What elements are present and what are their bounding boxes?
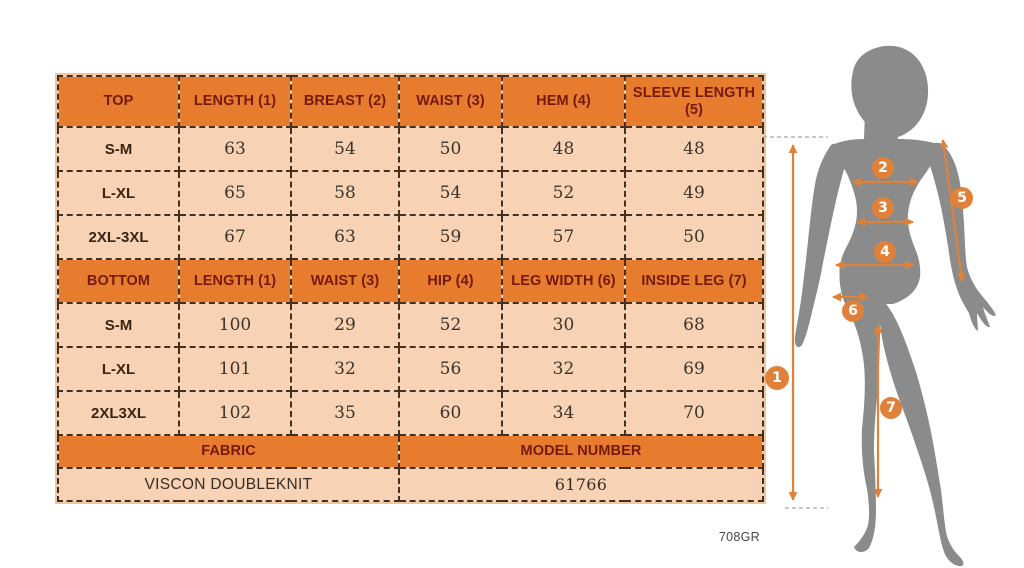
header-length-1: LENGTH (1) xyxy=(178,258,292,304)
table-row: L-XL 65 58 54 52 49 xyxy=(57,170,764,216)
value-cell: 32 xyxy=(501,346,626,392)
footer-header-row: FABRIC MODEL NUMBER xyxy=(57,434,764,469)
bottom-header-row: BOTTOM LENGTH (1) WAIST (3) HIP (4) LEG … xyxy=(57,258,764,304)
value-cell: 100 xyxy=(178,302,292,348)
value-cell: 63 xyxy=(290,214,400,260)
marker-circle xyxy=(872,157,894,179)
marker-5: 5 xyxy=(951,187,973,209)
size-cell: L-XL xyxy=(57,346,180,392)
marker-label: 2 xyxy=(878,160,888,176)
size-cell: S-M xyxy=(57,126,180,172)
value-cell: 29 xyxy=(290,302,400,348)
value-cell: 54 xyxy=(290,126,400,172)
size-cell: S-M xyxy=(57,302,180,348)
value-cell: 60 xyxy=(398,390,503,436)
marker-circle xyxy=(874,241,896,263)
table-row: L-XL 101 32 56 32 69 xyxy=(57,346,764,392)
value-cell: 68 xyxy=(624,302,764,348)
size-cell: 2XL-3XL xyxy=(57,214,180,260)
table-row: 2XL3XL 102 35 60 34 70 xyxy=(57,390,764,436)
value-cell: 57 xyxy=(501,214,626,260)
header-leg-width-6: LEG WIDTH (6) xyxy=(501,258,626,304)
style-code: 708GR xyxy=(718,530,760,544)
header-model-number: MODEL NUMBER xyxy=(398,434,764,469)
header-waist-3: WAIST (3) xyxy=(290,258,400,304)
marker-label: 5 xyxy=(957,190,967,206)
header-sleeve-length-5: SLEEVE LENGTH (5) xyxy=(624,75,764,128)
size-cell: 2XL3XL xyxy=(57,390,180,436)
value-cell: 30 xyxy=(501,302,626,348)
value-cell: 65 xyxy=(178,170,292,216)
marker-circle xyxy=(842,300,864,322)
size-chart-table: TOP LENGTH (1) BREAST (2) WAIST (3) HEM … xyxy=(57,75,764,502)
marker-7: 7 xyxy=(880,397,902,419)
header-hip-4: HIP (4) xyxy=(398,258,503,304)
value-cell: 59 xyxy=(398,214,503,260)
model-number-value: 61766 xyxy=(398,467,764,502)
value-cell: 52 xyxy=(501,170,626,216)
value-cell: 70 xyxy=(624,390,764,436)
value-cell: 69 xyxy=(624,346,764,392)
top-header-row: TOP LENGTH (1) BREAST (2) WAIST (3) HEM … xyxy=(57,75,764,128)
value-cell: 50 xyxy=(624,214,764,260)
marker-6: 6 xyxy=(842,300,864,322)
silhouette-right-leg xyxy=(873,294,964,567)
marker-circle xyxy=(951,187,973,209)
fabric-value: VISCON DOUBLEKNIT xyxy=(57,467,400,502)
header-hem-4: HEM (4) xyxy=(501,75,626,128)
marker-4: 4 xyxy=(874,241,896,263)
marker-label: 6 xyxy=(848,303,858,319)
marker-label: 3 xyxy=(878,200,888,216)
value-cell: 48 xyxy=(501,126,626,172)
value-cell: 35 xyxy=(290,390,400,436)
measure-arrow-sleeve-5 xyxy=(939,139,966,282)
value-cell: 102 xyxy=(178,390,292,436)
silhouette-left-arm xyxy=(794,143,848,348)
header-breast-2: BREAST (2) xyxy=(290,75,400,128)
value-cell: 101 xyxy=(178,346,292,392)
value-cell: 49 xyxy=(624,170,764,216)
marker-circle xyxy=(765,366,789,390)
table-row: S-M 100 29 52 30 68 xyxy=(57,302,764,348)
table-row: S-M 63 54 50 48 48 xyxy=(57,126,764,172)
measurement-figure: 1 2 3 4 5 6 7 xyxy=(763,45,996,567)
arm-torso-gap xyxy=(838,186,850,252)
marker-label: 7 xyxy=(886,400,896,416)
table-row: 2XL-3XL 67 63 59 57 50 xyxy=(57,214,764,260)
header-inside-leg-7: INSIDE LEG (7) xyxy=(624,258,764,304)
value-cell: 48 xyxy=(624,126,764,172)
header-top: TOP xyxy=(57,75,180,128)
value-cell: 50 xyxy=(398,126,503,172)
silhouette-right-arm xyxy=(924,142,996,331)
header-length-1: LENGTH (1) xyxy=(178,75,292,128)
value-cell: 32 xyxy=(290,346,400,392)
value-cell: 56 xyxy=(398,346,503,392)
value-cell: 58 xyxy=(290,170,400,216)
marker-1: 1 xyxy=(765,366,789,390)
marker-2: 2 xyxy=(872,157,894,179)
value-cell: 63 xyxy=(178,126,292,172)
marker-circle xyxy=(880,397,902,419)
size-cell: L-XL xyxy=(57,170,180,216)
value-cell: 67 xyxy=(178,214,292,260)
body-silhouette xyxy=(794,45,996,567)
marker-circle xyxy=(872,197,894,219)
header-fabric: FABRIC xyxy=(57,434,400,469)
marker-label: 4 xyxy=(880,244,890,260)
marker-3: 3 xyxy=(872,197,894,219)
value-cell: 52 xyxy=(398,302,503,348)
value-cell: 34 xyxy=(501,390,626,436)
header-waist-3: WAIST (3) xyxy=(398,75,503,128)
header-bottom: BOTTOM xyxy=(57,258,180,304)
silhouette-left-leg xyxy=(839,266,880,553)
size-chart-table-wrap: TOP LENGTH (1) BREAST (2) WAIST (3) HEM … xyxy=(55,73,766,504)
footer-value-row: VISCON DOUBLEKNIT 61766 xyxy=(57,467,764,502)
value-cell: 54 xyxy=(398,170,503,216)
marker-label: 1 xyxy=(772,370,782,386)
measurement-arrows xyxy=(788,139,966,501)
